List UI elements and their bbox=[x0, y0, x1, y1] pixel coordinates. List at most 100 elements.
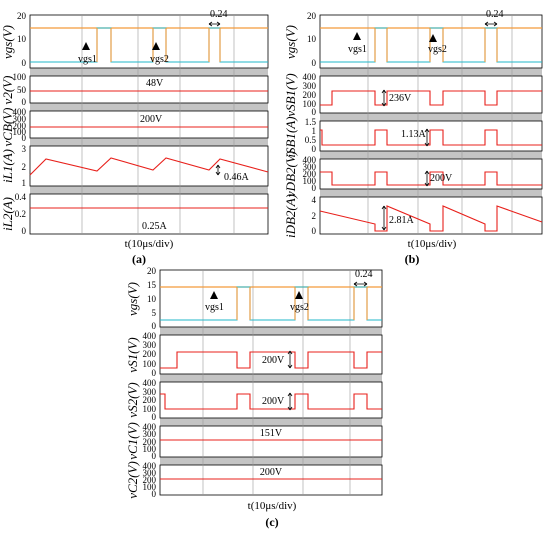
svg-text:0: 0 bbox=[22, 97, 27, 107]
svg-text:100: 100 bbox=[143, 444, 157, 454]
svg-text:0: 0 bbox=[312, 58, 317, 68]
svg-text:0: 0 bbox=[152, 489, 157, 499]
vgs1-label: vgs1 bbox=[348, 44, 367, 55]
panel-label-a: (a) bbox=[132, 252, 146, 266]
svg-text:0: 0 bbox=[312, 226, 317, 236]
vc2-value: 200V bbox=[260, 467, 283, 478]
svg-text:200: 200 bbox=[143, 475, 157, 485]
panel-b: vgs1 vgs2 0.24 236V 1.13A 200V 2.81A 201… bbox=[283, 9, 543, 266]
plot-frame bbox=[319, 158, 543, 190]
svg-text:10: 10 bbox=[17, 34, 27, 44]
grid-lines bbox=[202, 270, 351, 495]
plot-frame bbox=[29, 193, 269, 235]
svg-text:300: 300 bbox=[143, 468, 157, 478]
svg-text:0: 0 bbox=[152, 368, 157, 378]
deadtime-label: 0.24 bbox=[486, 9, 504, 20]
svg-text:100: 100 bbox=[143, 404, 157, 414]
svg-text:400: 400 bbox=[143, 378, 157, 388]
vgs2-trace bbox=[160, 286, 382, 321]
plot-frame bbox=[319, 120, 543, 152]
idb2-trace bbox=[319, 205, 543, 232]
vgs2-trace bbox=[320, 27, 542, 63]
svg-text:0.2: 0.2 bbox=[15, 209, 26, 219]
vgs2-arrow bbox=[152, 42, 160, 50]
svg-text:0: 0 bbox=[22, 58, 27, 68]
panel-label-b: (b) bbox=[405, 252, 420, 266]
idb2-marker bbox=[381, 205, 387, 231]
il1-trace bbox=[29, 157, 269, 176]
svg-text:2: 2 bbox=[312, 211, 317, 221]
svg-text:400: 400 bbox=[303, 72, 317, 82]
svg-text:400: 400 bbox=[143, 422, 157, 432]
svg-text:200: 200 bbox=[303, 90, 317, 100]
deadtime-label: 0.24 bbox=[355, 269, 373, 280]
vsb1-value: 236V bbox=[389, 93, 412, 104]
svg-text:200: 200 bbox=[143, 437, 157, 447]
svg-text:vDB2(V): vDB2(V) bbox=[283, 151, 298, 197]
svg-text:5: 5 bbox=[152, 308, 157, 318]
isb1-value: 1.13A bbox=[401, 129, 427, 140]
svg-text:vgs(V): vgs(V) bbox=[0, 25, 15, 59]
vsb1-trace bbox=[320, 90, 542, 106]
dt-marker bbox=[484, 21, 498, 27]
svg-text:2: 2 bbox=[22, 162, 27, 172]
svg-text:vgs(V): vgs(V) bbox=[125, 282, 140, 316]
vgs2-trace bbox=[30, 27, 268, 63]
vs2-marker bbox=[287, 392, 293, 411]
svg-text:100: 100 bbox=[143, 482, 157, 492]
deadtime-label: 0.24 bbox=[210, 9, 228, 20]
svg-text:15: 15 bbox=[147, 280, 157, 290]
separator bbox=[320, 68, 542, 76]
svg-text:iDB2(A): iDB2(A) bbox=[283, 194, 298, 238]
svg-text:0.4: 0.4 bbox=[15, 192, 27, 202]
plot-frame bbox=[159, 425, 383, 458]
plot-frame bbox=[29, 14, 269, 69]
panel-label-c: (c) bbox=[265, 515, 278, 529]
vgs1-arrow bbox=[82, 42, 90, 50]
separator bbox=[160, 418, 382, 426]
vgs1-arrow bbox=[210, 291, 218, 299]
plot-frame bbox=[159, 334, 383, 375]
vgs1-label: vgs1 bbox=[78, 54, 97, 65]
separator bbox=[160, 327, 382, 335]
svg-text:300: 300 bbox=[13, 114, 27, 124]
vs2-trace bbox=[160, 393, 382, 410]
panel-a: vgs1 vgs2 0.24 48V 200V 0.46A 0.25A 2010… bbox=[0, 9, 269, 266]
vgs1-arrow bbox=[353, 32, 361, 40]
x-axis-label: t(10μs/div) bbox=[125, 238, 174, 250]
svg-text:0: 0 bbox=[152, 451, 157, 461]
svg-text:20: 20 bbox=[17, 11, 27, 21]
svg-text:10: 10 bbox=[307, 34, 317, 44]
il1-ripple-marker bbox=[215, 164, 221, 176]
plot-frame bbox=[319, 14, 543, 69]
plot-frame bbox=[159, 464, 383, 496]
vs1-value: 200V bbox=[262, 355, 285, 366]
svg-text:vS2(V): vS2(V) bbox=[125, 382, 140, 417]
x-axis-label: t(10μs/div) bbox=[248, 500, 297, 512]
vgs1-edges bbox=[374, 28, 498, 62]
y-labels: vgs(V) v2(V) vCB(V) iL1(A) iL2(A) bbox=[0, 25, 15, 231]
svg-text:vC1(V): vC1(V) bbox=[125, 422, 140, 460]
separator bbox=[30, 103, 268, 111]
svg-text:300: 300 bbox=[143, 429, 157, 439]
svg-text:400: 400 bbox=[143, 461, 157, 471]
svg-text:0: 0 bbox=[152, 412, 157, 422]
y-labels: vgs(V) vSB1(V) iSB1(A) vDB2(V) iDB2(A) bbox=[283, 25, 298, 238]
svg-text:vgs(V): vgs(V) bbox=[283, 25, 298, 59]
plot-frame bbox=[159, 381, 383, 419]
plot-frame bbox=[319, 75, 543, 114]
vdb2-trace bbox=[320, 171, 542, 186]
svg-text:v2(V): v2(V) bbox=[0, 76, 15, 105]
vgs2-arrow bbox=[429, 34, 437, 42]
separator bbox=[30, 186, 268, 194]
svg-text:200: 200 bbox=[303, 169, 317, 179]
svg-text:0: 0 bbox=[22, 226, 27, 236]
separator bbox=[160, 374, 382, 382]
svg-text:300: 300 bbox=[303, 81, 317, 91]
separator bbox=[320, 113, 542, 121]
vs1-marker bbox=[287, 350, 293, 369]
svg-text:10: 10 bbox=[147, 294, 157, 304]
vgs1-label: vgs1 bbox=[205, 302, 224, 313]
